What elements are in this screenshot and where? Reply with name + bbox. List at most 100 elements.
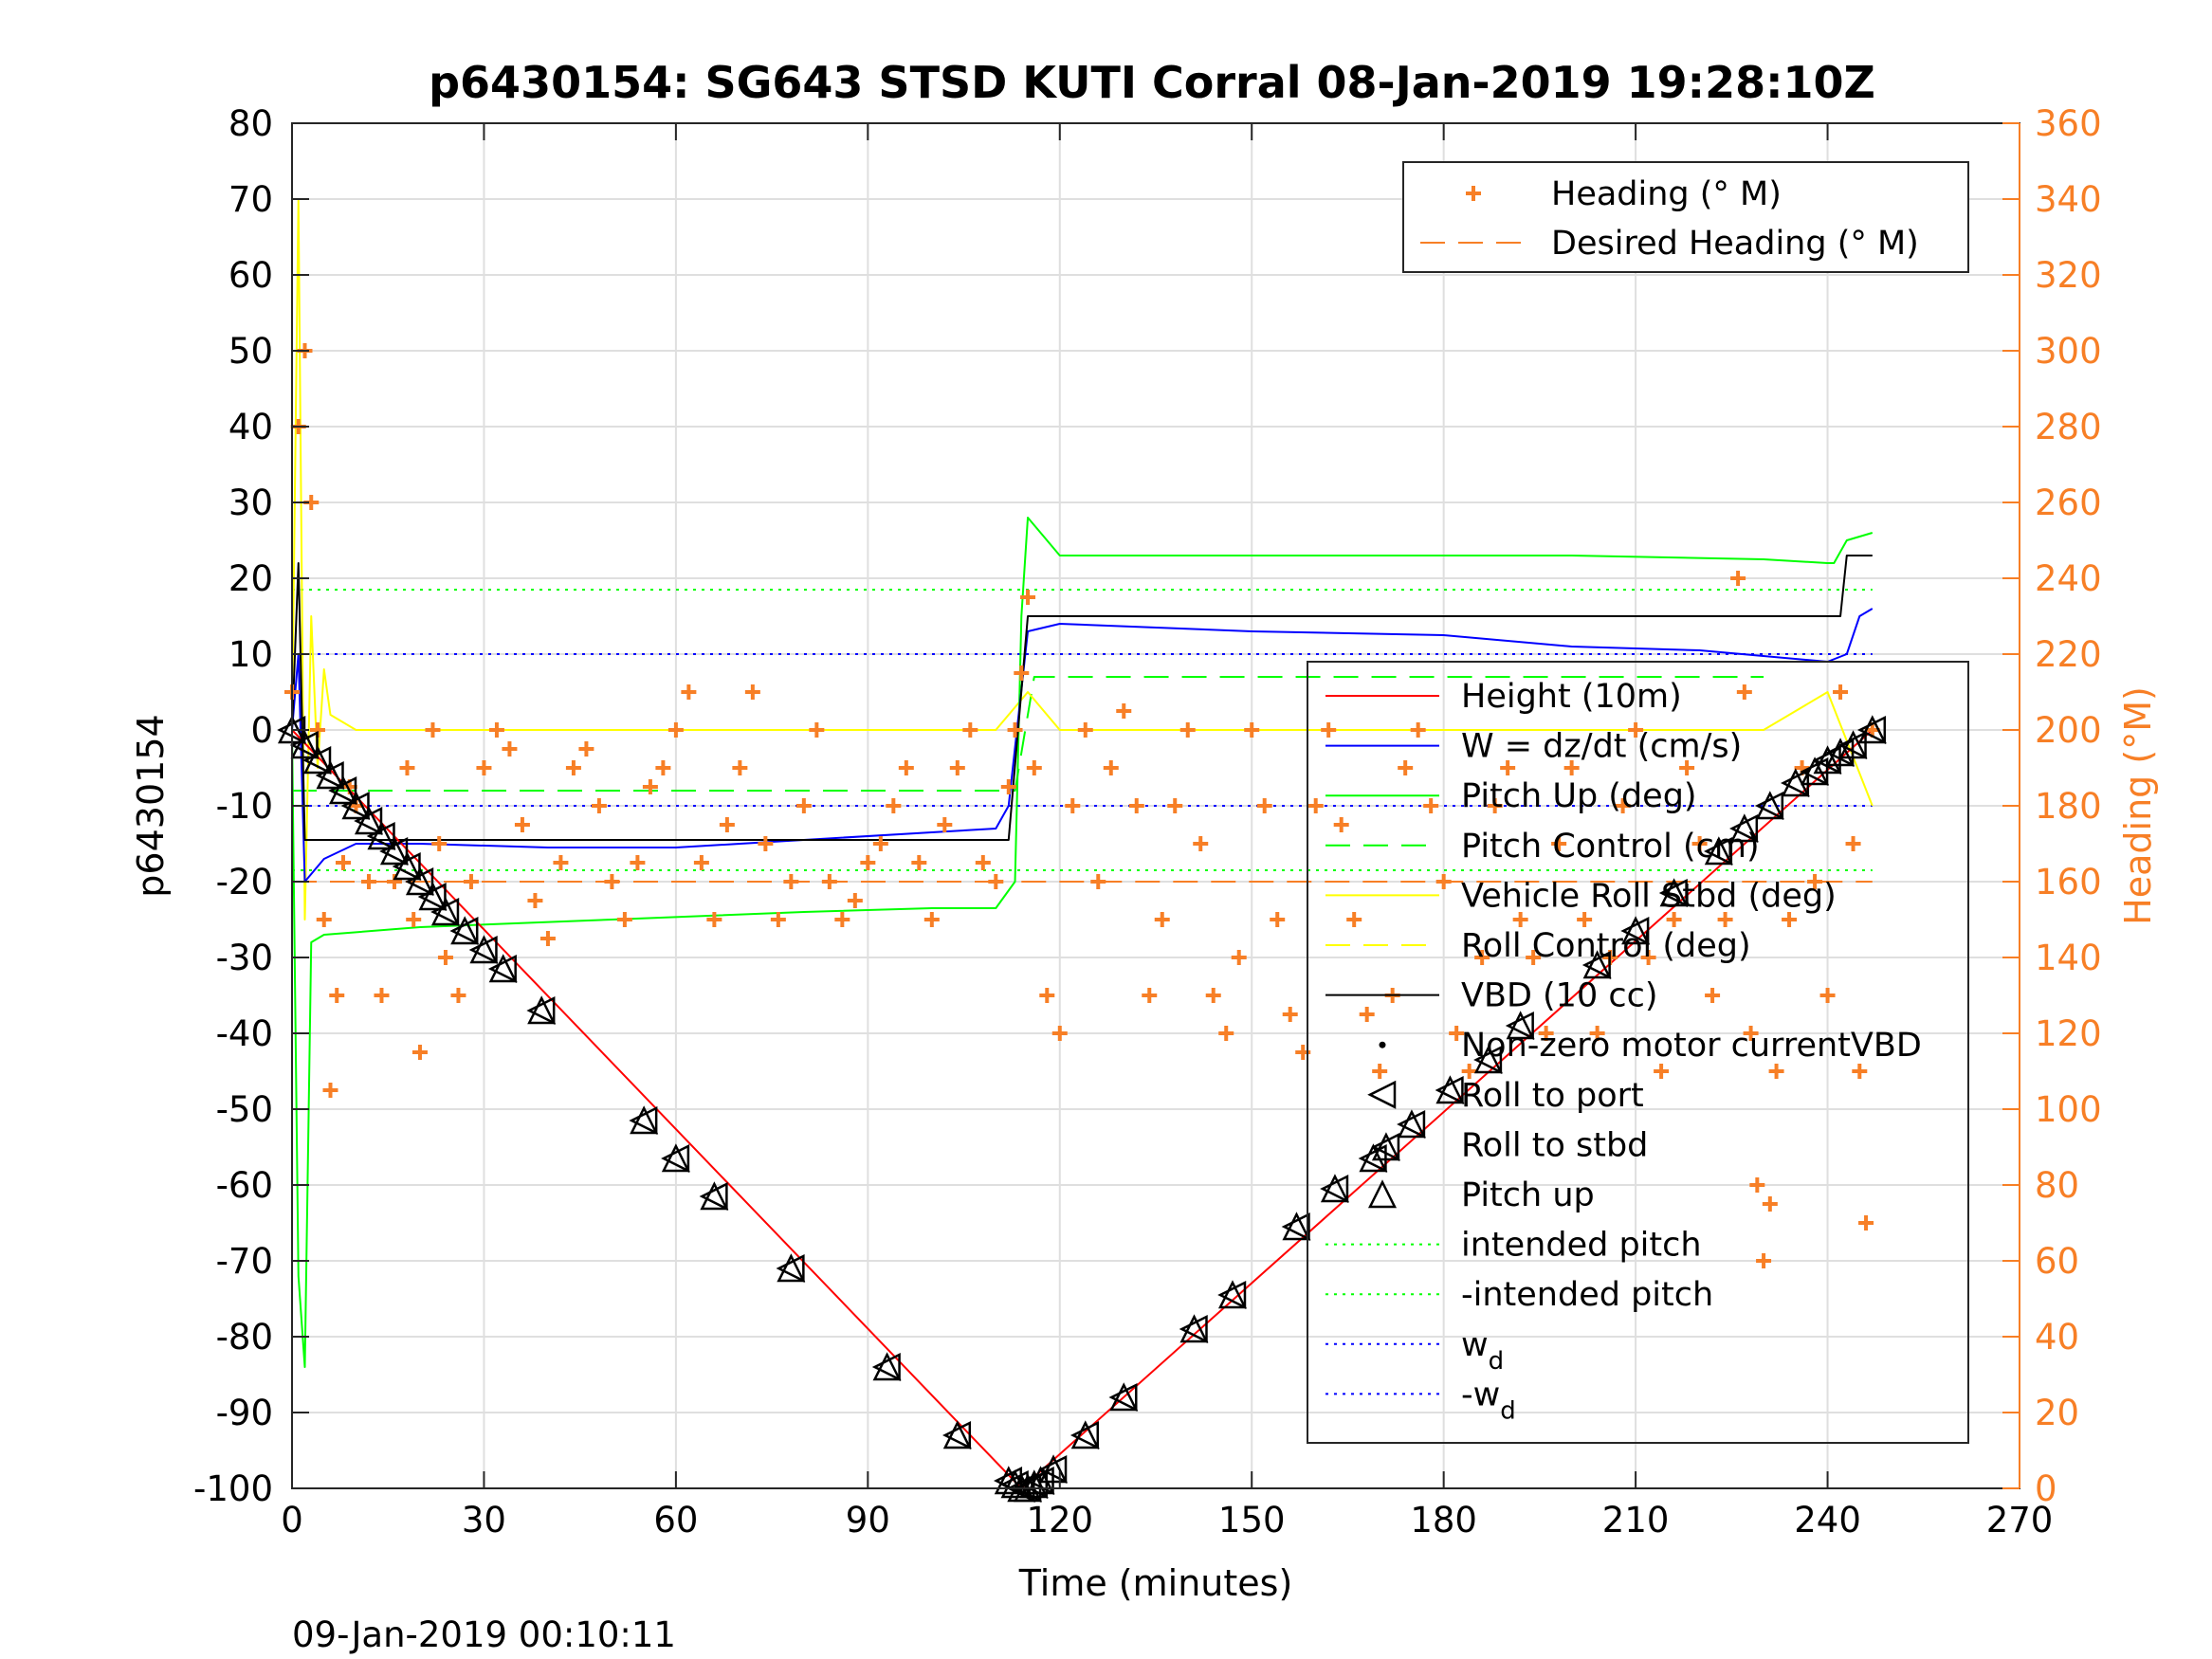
heading-point bbox=[553, 855, 569, 870]
heading-point bbox=[431, 836, 448, 851]
x-tick-label: 210 bbox=[1602, 1500, 1670, 1540]
pitch-up-marker bbox=[1704, 836, 1733, 866]
heading-point bbox=[719, 817, 735, 832]
event-marker bbox=[1658, 878, 1689, 908]
heading-point bbox=[578, 741, 594, 757]
y2-tick-label: 160 bbox=[2035, 862, 2102, 902]
y2-tick-label: 240 bbox=[2035, 558, 2102, 599]
heading-point bbox=[795, 798, 812, 813]
heading-point bbox=[1749, 1177, 1765, 1193]
heading-point bbox=[872, 836, 888, 851]
event-marker bbox=[1825, 738, 1856, 768]
event-marker bbox=[340, 791, 371, 821]
heading-point bbox=[706, 912, 722, 927]
heading-point bbox=[1026, 760, 1042, 775]
roll-to-port-marker bbox=[1108, 1382, 1138, 1413]
pitch-up-marker bbox=[872, 1352, 902, 1381]
event-marker bbox=[366, 821, 396, 851]
y-tick-label: 80 bbox=[229, 103, 273, 144]
roll-to-port-marker bbox=[1704, 836, 1733, 866]
pitch-up-marker bbox=[328, 775, 358, 805]
pitch-up-marker bbox=[661, 1143, 690, 1173]
legend-label-main: -w bbox=[1461, 1376, 1500, 1413]
heading-point bbox=[386, 874, 402, 889]
roll-series-line bbox=[291, 198, 1874, 921]
heading-point bbox=[1039, 988, 1055, 1003]
pitch-up-marker bbox=[1019, 1469, 1049, 1499]
legend-main-label: -wd bbox=[1461, 1376, 1516, 1425]
heading-point bbox=[463, 874, 479, 889]
heading-point bbox=[911, 855, 927, 870]
legend-main-label: Roll to stbd bbox=[1461, 1126, 1648, 1164]
roll-to-port-marker bbox=[526, 995, 556, 1026]
legend-main-label: Vehicle Roll Stbd (deg) bbox=[1461, 877, 1837, 915]
pitch-up-marker bbox=[1179, 1314, 1209, 1343]
pitch-up-marker bbox=[316, 760, 345, 790]
legend-triangle-left-swatch bbox=[1367, 1080, 1397, 1109]
pitch-up-marker bbox=[379, 836, 409, 866]
legend-main-label: Pitch Up (deg) bbox=[1461, 777, 1697, 815]
roll-to-port-marker bbox=[1837, 730, 1867, 760]
pitch-up-marker bbox=[1070, 1420, 1100, 1449]
y-tick-label: 0 bbox=[250, 710, 273, 751]
y2-tick-label: 280 bbox=[2035, 407, 2102, 447]
y-tick-label: 70 bbox=[229, 179, 273, 220]
y2-tick-label: 60 bbox=[2035, 1241, 2079, 1282]
roll-to-port-marker bbox=[289, 730, 319, 760]
legend-heading-label: Heading (° M) bbox=[1551, 175, 1782, 213]
pitch-up-marker bbox=[1039, 1454, 1069, 1484]
heading-point bbox=[693, 855, 709, 870]
heading-point bbox=[770, 912, 786, 927]
y2-tick-label: 100 bbox=[2035, 1089, 2102, 1130]
y-tick-label: -40 bbox=[216, 1013, 273, 1054]
pitch-up-marker bbox=[1838, 730, 1868, 759]
heading-point bbox=[1449, 1026, 1465, 1041]
y-tick-label: -100 bbox=[193, 1468, 273, 1509]
heading-point bbox=[450, 988, 466, 1003]
event-marker bbox=[1108, 1382, 1139, 1413]
heading-point bbox=[1270, 912, 1286, 927]
legend-main-label: W = dz/dt (cm/s) bbox=[1461, 728, 1742, 766]
heading-point bbox=[1398, 760, 1414, 775]
heading-point bbox=[1333, 817, 1349, 832]
y-tick-label: 10 bbox=[229, 634, 273, 675]
heading-point bbox=[1435, 874, 1452, 889]
heading-point bbox=[1577, 912, 1593, 927]
roll-to-port-marker bbox=[1473, 1045, 1503, 1075]
y-tick-label: -70 bbox=[216, 1241, 273, 1282]
pitch-up-marker bbox=[405, 866, 434, 896]
heading-point bbox=[1307, 798, 1324, 813]
heading-point bbox=[1346, 912, 1362, 927]
heading-point bbox=[923, 912, 940, 927]
heading-point bbox=[1244, 722, 1260, 738]
pitch-series-line bbox=[291, 517, 1874, 1368]
footer-timestamp: 09-Jan-2019 00:10:11 bbox=[292, 1614, 676, 1655]
heading-point bbox=[821, 874, 837, 889]
heading-point bbox=[1654, 1064, 1670, 1079]
pitch-up-marker bbox=[994, 1466, 1023, 1495]
event-marker bbox=[1812, 745, 1842, 775]
pitch-up-marker bbox=[1473, 1045, 1503, 1074]
event-marker bbox=[430, 897, 460, 927]
heading-point bbox=[949, 760, 965, 775]
roll-to-port-marker bbox=[487, 954, 517, 984]
roll-to-port-marker bbox=[942, 1420, 972, 1450]
heading-point bbox=[1768, 1064, 1784, 1079]
event-marker bbox=[661, 1143, 690, 1174]
legend-label-main: w bbox=[1461, 1326, 1489, 1364]
event-marker bbox=[379, 836, 409, 866]
roll-to-port-marker bbox=[1581, 950, 1611, 980]
pitch-up-marker bbox=[1109, 1382, 1139, 1412]
heading-point bbox=[1218, 1026, 1234, 1041]
heading-point bbox=[1282, 1007, 1298, 1022]
legend-label-main: Vehicle Roll Stbd (deg) bbox=[1461, 877, 1837, 915]
heading-point bbox=[425, 722, 441, 738]
roll-to-port-marker bbox=[1179, 1314, 1208, 1344]
roll-to-port-marker bbox=[328, 775, 357, 806]
x-tick-label: 270 bbox=[1986, 1500, 2054, 1540]
heading-point bbox=[1589, 1026, 1605, 1041]
heading-point bbox=[514, 817, 530, 832]
y2-tick-label: 80 bbox=[2035, 1165, 2079, 1206]
event-marker bbox=[1837, 730, 1868, 760]
heading-point bbox=[1819, 988, 1836, 1003]
